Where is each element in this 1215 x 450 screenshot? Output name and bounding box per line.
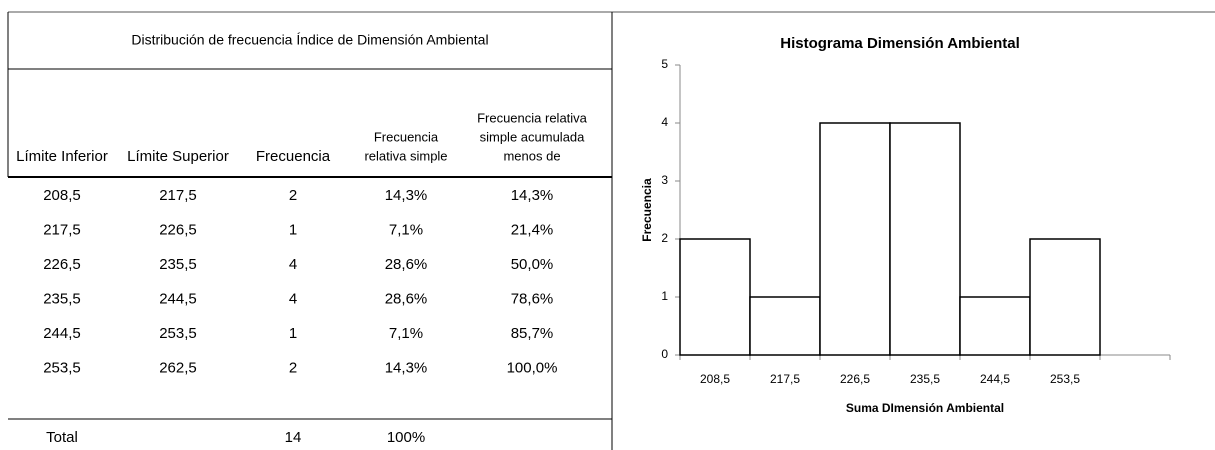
table-cell: 7,1%	[389, 221, 423, 238]
header-cell: relativa simple	[364, 148, 447, 163]
table-cell: 28,6%	[385, 256, 428, 273]
table-cell: 14,3%	[385, 187, 428, 204]
header-cell: simple acumulada	[480, 129, 586, 144]
header-cell: menos de	[503, 148, 560, 163]
table-cell: 208,5	[43, 187, 81, 204]
header-cell: Límite Superior	[127, 148, 229, 165]
table-cell: 226,5	[43, 256, 81, 273]
x-axis-title: Suma DImensión Ambiental	[846, 401, 1004, 415]
y-tick-label: 2	[661, 231, 668, 245]
table-cell: 2	[289, 359, 297, 376]
table-cell: 4	[289, 290, 297, 307]
table-cell: 100,0%	[507, 359, 558, 376]
table-cell: 217,5	[159, 187, 197, 204]
x-tick-label: 244,5	[980, 372, 1010, 386]
table-cell: 7,1%	[389, 325, 423, 342]
table-cell: 262,5	[159, 359, 197, 376]
total-cell: 14	[285, 429, 302, 446]
x-tick-label: 226,5	[840, 372, 870, 386]
header-cell: Frecuencia	[374, 129, 439, 144]
chart-title: Histograma Dimensión Ambiental	[780, 35, 1020, 52]
total-cell: 100%	[387, 429, 425, 446]
total-cell: Total	[46, 429, 78, 446]
table-cell: 78,6%	[511, 290, 554, 307]
bar	[749, 296, 821, 356]
header-cell: Frecuencia	[256, 148, 331, 165]
table-cell: 253,5	[159, 325, 197, 342]
x-tick-label: 253,5	[1050, 372, 1080, 386]
bar	[959, 296, 1031, 356]
x-tick-label: 235,5	[910, 372, 940, 386]
y-tick-label: 5	[661, 57, 668, 71]
table-cell: 14,3%	[385, 359, 428, 376]
table-cell: 4	[289, 256, 297, 273]
table-cell: 50,0%	[511, 256, 554, 273]
table-title: Distribución de frecuencia Índice de Dim…	[131, 32, 488, 48]
table-cell: 21,4%	[511, 221, 554, 238]
bar	[819, 122, 891, 356]
table-cell: 235,5	[43, 290, 81, 307]
y-tick-label: 4	[661, 115, 668, 129]
table-cell: 244,5	[43, 325, 81, 342]
table-cell: 28,6%	[385, 290, 428, 307]
table-cell: 2	[289, 187, 297, 204]
table-cell: 253,5	[43, 359, 81, 376]
table-cell: 85,7%	[511, 325, 554, 342]
x-tick-label: 208,5	[700, 372, 730, 386]
x-tick-label: 217,5	[770, 372, 800, 386]
header-cell: Frecuencia relativa	[477, 110, 588, 125]
table-cell: 14,3%	[511, 187, 554, 204]
table-cell: 235,5	[159, 256, 197, 273]
table-cell: 226,5	[159, 221, 197, 238]
table-cell: 1	[289, 325, 297, 342]
y-tick-label: 0	[661, 347, 668, 361]
table-cell: 244,5	[159, 290, 197, 307]
bar	[1029, 238, 1101, 356]
header-cell: Límite Inferior	[16, 148, 108, 165]
table-cell: 1	[289, 221, 297, 238]
bar	[679, 238, 751, 356]
bar	[889, 122, 961, 356]
y-tick-label: 3	[661, 173, 668, 187]
y-tick-label: 1	[661, 289, 668, 303]
y-axis-title: Frecuencia	[640, 178, 654, 242]
table-cell: 217,5	[43, 221, 81, 238]
